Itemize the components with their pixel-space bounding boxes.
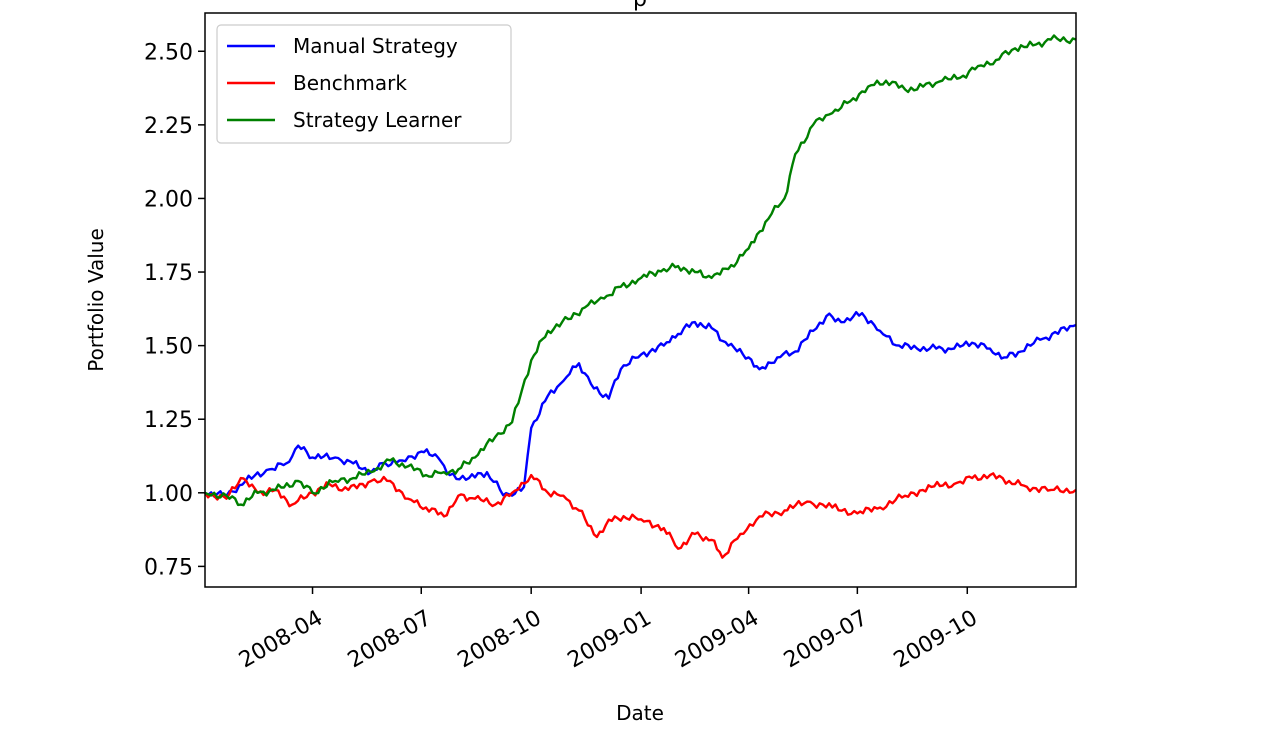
legend-label: Manual Strategy bbox=[293, 34, 458, 58]
y-tick-label: 1.75 bbox=[144, 261, 193, 286]
y-tick-label: 1.50 bbox=[144, 335, 193, 360]
x-tick-label: 2009-10 bbox=[890, 606, 982, 674]
x-tick-label: 2008-10 bbox=[454, 606, 546, 674]
x-axis-ticks: 2008-04 2008-07 2008-10 2009-01 2009-04 2009-… bbox=[235, 587, 982, 673]
y-tick-label: 1.00 bbox=[144, 482, 193, 507]
x-tick-label: 2009-01 bbox=[564, 606, 656, 674]
y-tick-label: 2.25 bbox=[144, 114, 193, 139]
x-tick-label: 2008-07 bbox=[344, 606, 436, 674]
y-tick-label: 0.75 bbox=[144, 555, 193, 580]
y-tick-label: 1.25 bbox=[144, 408, 193, 433]
y-axis-ticks: 0.75 1.00 1.25 1.50 1.75 2.00 2.25 2.50 bbox=[144, 40, 205, 580]
plot-series-group bbox=[204, 34, 1077, 559]
x-tick-label: 2009-04 bbox=[671, 606, 763, 674]
series-line-1 bbox=[204, 472, 1077, 559]
chart-title: p bbox=[633, 0, 647, 12]
y-axis-label: Portfolio Value bbox=[84, 228, 108, 372]
x-axis-label: Date bbox=[616, 701, 664, 725]
legend-label: Strategy Learner bbox=[293, 108, 462, 132]
legend-box bbox=[216, 24, 512, 144]
y-tick-label: 2.00 bbox=[144, 187, 193, 212]
series-line-2 bbox=[204, 34, 1077, 507]
y-tick-label: 2.50 bbox=[144, 40, 193, 65]
legend: Manual Strategy Benchmark Strategy Learner bbox=[216, 24, 512, 144]
series-line-0 bbox=[204, 311, 1077, 498]
x-tick-label: 2008-04 bbox=[235, 606, 327, 674]
x-tick-label: 2009-07 bbox=[780, 606, 872, 674]
legend-label: Benchmark bbox=[293, 71, 407, 95]
